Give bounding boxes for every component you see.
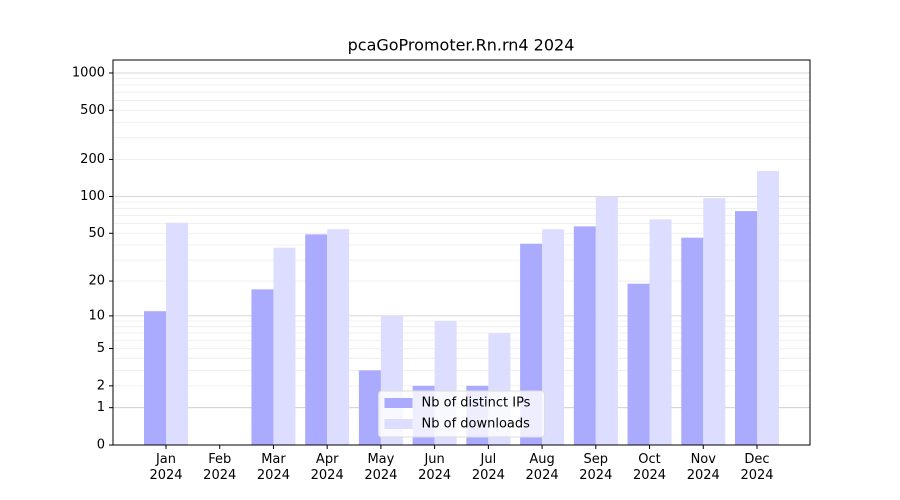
bar xyxy=(251,289,274,445)
legend-box xyxy=(378,390,545,438)
y-tick-label: 200 xyxy=(80,152,105,167)
x-tick-label: Nov 2024 xyxy=(686,452,720,483)
bar xyxy=(327,229,350,445)
bar xyxy=(735,211,757,445)
bar xyxy=(144,311,166,445)
legend-label: Nb of distinct IPs xyxy=(422,396,531,411)
x-tick-label: Mar 2024 xyxy=(256,452,290,483)
y-tick-label: 1 xyxy=(97,400,105,415)
x-tick-label: Aug 2024 xyxy=(525,452,559,483)
bar xyxy=(595,196,618,445)
y-tick-label: 500 xyxy=(80,103,105,118)
x-tick-label: Dec 2024 xyxy=(740,452,774,483)
y-tick-label: 100 xyxy=(80,189,105,204)
x-tick-label: Jul 2024 xyxy=(471,452,505,483)
bar xyxy=(627,283,650,445)
y-tick-label: 50 xyxy=(88,226,105,241)
bar xyxy=(166,222,188,445)
bar xyxy=(649,219,672,445)
bar xyxy=(273,247,296,445)
x-tick-label: Apr 2024 xyxy=(310,452,344,483)
legend-swatch xyxy=(384,398,413,408)
bar xyxy=(757,171,779,445)
bar xyxy=(358,370,381,445)
legend-label: Nb of downloads xyxy=(422,417,531,432)
y-tick-label: 5 xyxy=(97,341,105,356)
y-tick-label: 20 xyxy=(88,274,105,289)
legend: Nb of distinct IPs Nb of downloads xyxy=(378,390,545,438)
x-tick-label: Feb 2024 xyxy=(203,452,237,483)
x-tick-label: May 2024 xyxy=(364,452,398,483)
y-tick-label: 0 xyxy=(97,438,105,453)
bar xyxy=(681,237,704,445)
plot-frame xyxy=(112,59,811,446)
legend-swatch xyxy=(384,419,413,429)
chart-title: pcaGoPromoter.Rn.rn4 2024 xyxy=(348,36,575,55)
x-tick-label: Jun 2024 xyxy=(418,452,452,483)
bar xyxy=(305,234,328,445)
x-tick-label: Oct 2024 xyxy=(632,452,667,483)
y-tick-label: 2 xyxy=(97,378,105,393)
y-tick-label: 1000 xyxy=(72,65,105,80)
y-tick-label: 10 xyxy=(88,308,105,323)
x-tick-label: Sep 2024 xyxy=(579,452,613,483)
x-tick-label: Jan 2024 xyxy=(149,452,183,483)
bar xyxy=(542,229,565,445)
bar xyxy=(703,198,726,445)
bar xyxy=(573,226,596,445)
